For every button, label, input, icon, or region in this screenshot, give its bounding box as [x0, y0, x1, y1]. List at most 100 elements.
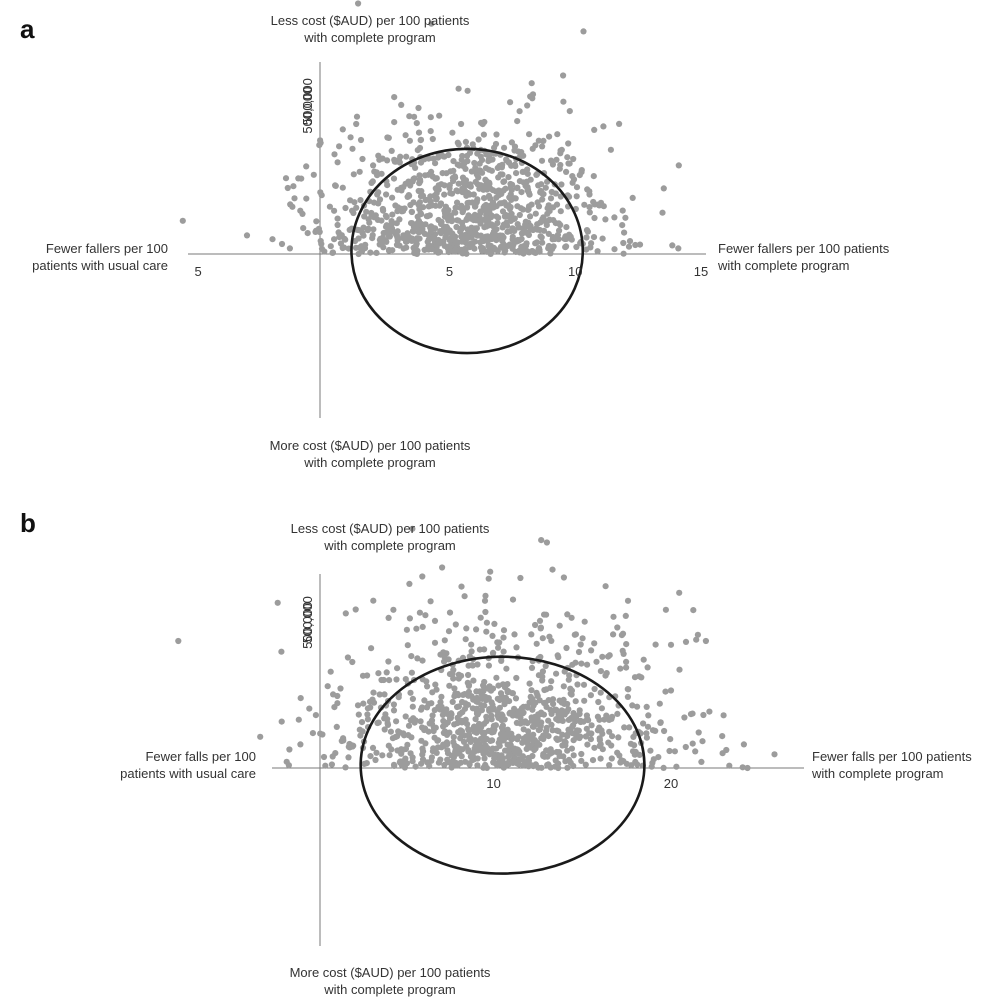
- scatter-point: [537, 233, 544, 240]
- scatter-point: [474, 150, 481, 157]
- scatter-point: [552, 190, 559, 197]
- scatter-point: [359, 155, 366, 163]
- scatter-point: [579, 635, 586, 642]
- quadrant-label-top-line1: Less cost ($AUD) per 100 patients: [290, 521, 490, 536]
- scatter-point: [538, 537, 545, 544]
- scatter-point: [375, 670, 382, 677]
- scatter-point: [342, 236, 349, 243]
- scatter-point: [358, 243, 365, 250]
- quadrant-label-left-line1: Fewer falls per 100: [145, 749, 256, 764]
- scatter-point: [532, 210, 539, 217]
- scatter-point: [501, 684, 509, 691]
- scatter-point: [349, 743, 356, 750]
- scatter-point: [652, 727, 659, 734]
- scatter-point: [555, 220, 563, 227]
- scatter-point: [445, 628, 453, 635]
- scatter-point: [464, 204, 471, 211]
- scatter-point: [545, 733, 552, 740]
- scatter-point: [569, 179, 576, 186]
- scatter-point: [524, 183, 531, 191]
- scatter-point: [596, 735, 603, 742]
- scatter-point: [391, 94, 398, 101]
- scatter-point: [295, 716, 302, 723]
- scatter-point: [520, 243, 527, 250]
- scatter-point: [454, 720, 461, 727]
- scatter-point: [483, 764, 490, 771]
- scatter-point: [740, 741, 748, 748]
- scatter-point: [403, 153, 410, 160]
- quadrant-label-bottom-line2: with complete program: [304, 455, 436, 470]
- scatter-point: [608, 755, 615, 762]
- scatter-point: [462, 700, 469, 707]
- scatter-point: [328, 761, 335, 768]
- scatter-point: [493, 213, 500, 220]
- scatter-point: [441, 637, 448, 644]
- scatter-point: [498, 657, 505, 664]
- scatter-point: [370, 689, 377, 696]
- scatter-point: [450, 754, 457, 761]
- scatter-point: [564, 154, 571, 161]
- scatter-point: [336, 234, 343, 241]
- scatter-point: [584, 741, 591, 748]
- scatter-point: [386, 246, 393, 254]
- scatter-point: [531, 720, 538, 727]
- scatter-point: [349, 658, 356, 666]
- scatter-point: [534, 741, 542, 748]
- scatter-point: [502, 247, 509, 254]
- scatter-point: [310, 171, 317, 178]
- scatter-point: [520, 152, 527, 159]
- scatter-point: [583, 234, 590, 241]
- scatter-point: [418, 706, 425, 713]
- scatter-point: [364, 672, 371, 679]
- scatter-point: [671, 748, 679, 755]
- scatter-point: [693, 636, 700, 643]
- scatter-point: [509, 225, 516, 232]
- scatter-point: [570, 752, 577, 759]
- scatter-point: [529, 706, 536, 713]
- scatter-point: [402, 132, 409, 139]
- scatter-point: [617, 665, 624, 672]
- scatter-point: [313, 218, 320, 225]
- scatter-point: [526, 131, 533, 138]
- scatter-point: [411, 113, 418, 120]
- scatter-point: [468, 641, 475, 648]
- scatter-point: [507, 709, 514, 716]
- scatter-point: [441, 153, 448, 160]
- scatter-point: [503, 665, 510, 672]
- scatter-point: [409, 695, 416, 702]
- scatter-point: [421, 726, 428, 734]
- scatter-point: [499, 696, 506, 703]
- scatter-points: [175, 525, 778, 772]
- scatter-point: [329, 753, 336, 760]
- scatter-point: [393, 718, 400, 725]
- scatter-point: [390, 701, 397, 708]
- scatter-point: [621, 229, 628, 236]
- scatter-point: [553, 727, 561, 734]
- scatter-point: [483, 736, 490, 743]
- scatter-point: [468, 662, 476, 669]
- scatter-point: [611, 246, 618, 253]
- scatter-point: [587, 736, 595, 743]
- scatter-point: [406, 113, 413, 120]
- scatter-point: [578, 757, 585, 764]
- scatter-point: [570, 155, 577, 163]
- scatter-point: [523, 223, 530, 230]
- scatter-point: [572, 698, 579, 705]
- scatter-point: [430, 728, 437, 735]
- scatter-point: [475, 136, 482, 143]
- scatter-point: [669, 242, 676, 249]
- scatter-point: [636, 241, 644, 248]
- scatter-point: [367, 249, 374, 256]
- scatter-point: [624, 693, 632, 700]
- scatter-point: [465, 671, 472, 679]
- scatter-point: [597, 668, 605, 675]
- scatter-point: [539, 143, 546, 150]
- scatter-point: [546, 633, 553, 640]
- scatter-point: [383, 214, 390, 221]
- scatter-point: [539, 668, 547, 675]
- scatter-point: [349, 207, 356, 214]
- scatter-point: [482, 608, 489, 616]
- scatter-point: [553, 156, 560, 163]
- scatter-point: [517, 574, 524, 582]
- scatter-point: [591, 685, 598, 693]
